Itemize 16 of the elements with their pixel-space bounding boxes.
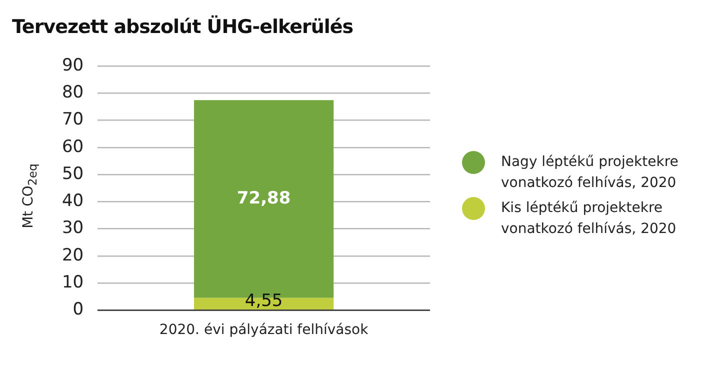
y-tick-label: 30 — [62, 218, 84, 238]
chart-title: Tervezett abszolút ÜHG-elkerülés — [12, 16, 354, 38]
legend-label: Kis léptékű projektekre vonatkozó felhívás, 2020 — [501, 199, 678, 239]
y-tick-label: 0 — [72, 300, 84, 320]
x-tick-label: 2020. évi pályázati felhívások — [159, 322, 370, 338]
y-tick-label: 50 — [62, 164, 84, 184]
y-tick-label: 80 — [62, 82, 84, 103]
y-tick-label: 90 — [62, 55, 84, 76]
y-tick-label: 40 — [62, 191, 84, 212]
data-label: 4,55 — [244, 291, 283, 312]
legend-label: Nagy léptékű projektekre vonatkozó felhívás, 2020 — [501, 153, 680, 193]
y-tick-label: 60 — [62, 136, 84, 157]
y-tick-label: 20 — [62, 245, 84, 266]
y-tick-label: 10 — [62, 272, 84, 292]
data-label: 72,88 — [236, 188, 291, 208]
y-tick-label: 70 — [62, 110, 84, 130]
